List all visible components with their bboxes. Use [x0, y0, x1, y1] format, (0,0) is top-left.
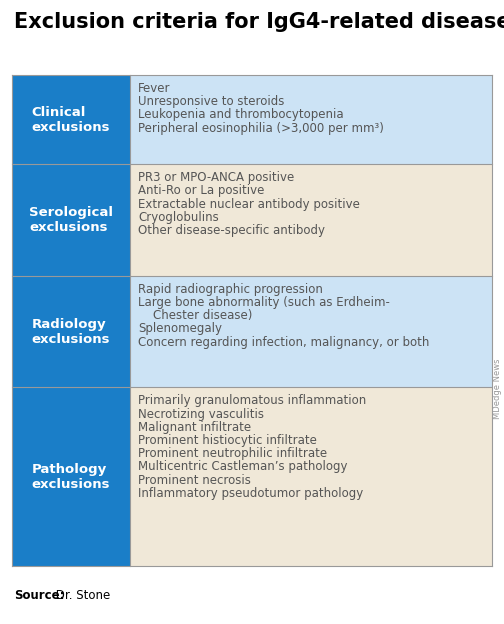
- Text: Serological
exclusions: Serological exclusions: [29, 206, 113, 234]
- Text: Leukopenia and thrombocytopenia: Leukopenia and thrombocytopenia: [138, 109, 344, 121]
- Bar: [12, 164, 130, 276]
- Text: Pathology
exclusions: Pathology exclusions: [32, 463, 110, 490]
- Text: Cryoglobulins: Cryoglobulins: [138, 211, 219, 224]
- Text: Multicentric Castleman’s pathology: Multicentric Castleman’s pathology: [138, 461, 347, 474]
- Text: Radiology
exclusions: Radiology exclusions: [32, 318, 110, 346]
- Text: Dr. Stone: Dr. Stone: [52, 589, 110, 602]
- Bar: [130, 388, 492, 566]
- Bar: [12, 75, 130, 164]
- Bar: [130, 164, 492, 276]
- Text: Unresponsive to steroids: Unresponsive to steroids: [138, 95, 284, 108]
- Text: Extractable nuclear antibody positive: Extractable nuclear antibody positive: [138, 198, 360, 211]
- Text: Prominent histiocytic infiltrate: Prominent histiocytic infiltrate: [138, 434, 317, 447]
- Text: Malignant infiltrate: Malignant infiltrate: [138, 421, 251, 434]
- Text: Concern regarding infection, malignancy, or both: Concern regarding infection, malignancy,…: [138, 336, 429, 349]
- Text: Rapid radiographic progression: Rapid radiographic progression: [138, 283, 323, 296]
- Text: Other disease-specific antibody: Other disease-specific antibody: [138, 224, 325, 237]
- Text: Splenomegaly: Splenomegaly: [138, 323, 222, 335]
- Text: Fever: Fever: [138, 82, 170, 95]
- Text: Inflammatory pseudotumor pathology: Inflammatory pseudotumor pathology: [138, 487, 363, 500]
- Text: Source:: Source:: [14, 589, 65, 602]
- Text: Large bone abnormality (such as Erdheim-: Large bone abnormality (such as Erdheim-: [138, 296, 390, 309]
- Text: MDedge News: MDedge News: [493, 358, 502, 419]
- Text: Chester disease): Chester disease): [138, 310, 253, 322]
- Text: Primarily granulomatous inflammation: Primarily granulomatous inflammation: [138, 394, 366, 407]
- Bar: [12, 388, 130, 566]
- Text: Prominent neutrophilic infiltrate: Prominent neutrophilic infiltrate: [138, 447, 327, 460]
- Text: Necrotizing vasculitis: Necrotizing vasculitis: [138, 407, 264, 421]
- Text: Exclusion criteria for IgG4-related disease: Exclusion criteria for IgG4-related dise…: [14, 12, 504, 32]
- Text: Peripheral eosinophilia (>3,000 per mm³): Peripheral eosinophilia (>3,000 per mm³): [138, 122, 384, 135]
- Bar: [130, 276, 492, 388]
- Bar: [12, 276, 130, 388]
- Text: Clinical
exclusions: Clinical exclusions: [32, 105, 110, 134]
- Text: Anti-Ro or La positive: Anti-Ro or La positive: [138, 185, 265, 197]
- Text: Prominent necrosis: Prominent necrosis: [138, 474, 251, 487]
- Text: PR3 or MPO-ANCA positive: PR3 or MPO-ANCA positive: [138, 171, 294, 184]
- Bar: [130, 75, 492, 164]
